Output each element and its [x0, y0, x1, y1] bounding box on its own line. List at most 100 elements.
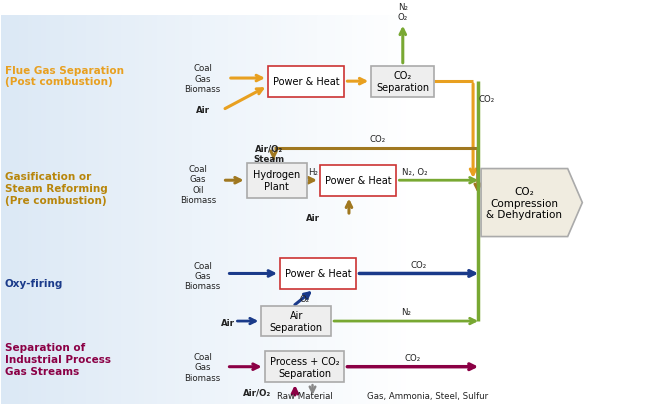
Bar — [636, 16, 641, 404]
Text: Coal
Gas
Oil
Biomass: Coal Gas Oil Biomass — [180, 164, 216, 205]
Bar — [499, 16, 503, 404]
Bar — [521, 16, 525, 404]
Bar — [614, 16, 619, 404]
Bar — [370, 16, 375, 404]
Bar — [170, 16, 175, 404]
Bar — [543, 16, 548, 404]
Bar — [437, 16, 441, 404]
Bar — [454, 16, 459, 404]
Bar — [259, 16, 264, 404]
Bar — [427, 16, 432, 404]
Text: Coal
Gas
Biomass: Coal Gas Biomass — [185, 261, 221, 290]
Bar — [90, 16, 94, 404]
Bar — [232, 16, 237, 404]
Bar — [597, 16, 601, 404]
Bar — [419, 16, 423, 404]
Bar — [246, 16, 250, 404]
Bar — [663, 16, 668, 404]
Bar — [316, 16, 321, 404]
Text: Air/O₂: Air/O₂ — [244, 388, 272, 396]
Bar — [539, 16, 543, 404]
Bar — [148, 16, 153, 404]
Bar — [197, 16, 201, 404]
Bar — [575, 16, 579, 404]
Bar — [286, 16, 290, 404]
Bar — [321, 16, 326, 404]
Bar — [415, 16, 419, 404]
Bar — [299, 16, 304, 404]
Text: Power & Heat: Power & Heat — [285, 269, 351, 279]
FancyBboxPatch shape — [371, 66, 434, 98]
Bar — [494, 16, 499, 404]
Bar — [610, 16, 614, 404]
Bar — [405, 16, 410, 404]
Bar — [68, 16, 72, 404]
Bar — [37, 16, 41, 404]
Bar — [654, 16, 659, 404]
FancyBboxPatch shape — [268, 66, 345, 98]
Bar — [175, 16, 179, 404]
Text: Air/O₂
Steam: Air/O₂ Steam — [254, 144, 285, 163]
Text: Process + CO₂
Separation: Process + CO₂ Separation — [270, 356, 339, 377]
Bar — [632, 16, 636, 404]
Bar — [10, 16, 15, 404]
Bar — [139, 16, 144, 404]
Bar — [410, 16, 415, 404]
Text: Coal
Gas
Biomass: Coal Gas Biomass — [185, 64, 221, 94]
Text: N₂
O₂: N₂ O₂ — [397, 2, 408, 22]
Text: H₂: H₂ — [308, 167, 318, 176]
Bar — [210, 16, 215, 404]
Bar — [268, 16, 272, 404]
Bar — [72, 16, 77, 404]
Bar — [33, 16, 37, 404]
Bar — [86, 16, 90, 404]
Bar — [503, 16, 508, 404]
Bar — [28, 16, 33, 404]
Bar — [281, 16, 286, 404]
Polygon shape — [481, 169, 582, 237]
Bar — [215, 16, 219, 404]
Bar — [45, 16, 50, 404]
Bar — [459, 16, 464, 404]
Bar — [166, 16, 170, 404]
Bar — [557, 16, 561, 404]
Bar — [188, 16, 193, 404]
Bar — [432, 16, 437, 404]
Bar — [525, 16, 530, 404]
Bar — [112, 16, 117, 404]
Text: Air
Separation: Air Separation — [270, 311, 322, 332]
Text: CO₂
Compression
& Dehydration: CO₂ Compression & Dehydration — [486, 186, 563, 220]
Bar — [446, 16, 450, 404]
Bar — [592, 16, 597, 404]
Bar — [1, 16, 6, 404]
Bar — [508, 16, 512, 404]
Bar — [628, 16, 632, 404]
Bar — [361, 16, 365, 404]
Bar — [423, 16, 427, 404]
Bar — [583, 16, 587, 404]
FancyBboxPatch shape — [247, 163, 306, 198]
Bar — [157, 16, 161, 404]
FancyBboxPatch shape — [320, 165, 397, 196]
Bar — [161, 16, 166, 404]
Bar — [108, 16, 112, 404]
Text: CO₂: CO₂ — [411, 260, 427, 269]
Bar — [472, 16, 476, 404]
Bar — [104, 16, 108, 404]
Bar — [365, 16, 370, 404]
Bar — [15, 16, 19, 404]
Text: Oxy-firing: Oxy-firing — [5, 279, 63, 288]
Bar — [304, 16, 308, 404]
Bar — [464, 16, 468, 404]
Bar — [548, 16, 552, 404]
Bar — [55, 16, 59, 404]
Bar — [6, 16, 10, 404]
Bar — [254, 16, 259, 404]
Bar — [59, 16, 64, 404]
Bar — [334, 16, 339, 404]
FancyBboxPatch shape — [264, 351, 345, 382]
Bar — [134, 16, 139, 404]
Text: Flue Gas Separation
(Post combustion): Flue Gas Separation (Post combustion) — [5, 65, 124, 87]
Bar — [117, 16, 121, 404]
Bar — [348, 16, 353, 404]
